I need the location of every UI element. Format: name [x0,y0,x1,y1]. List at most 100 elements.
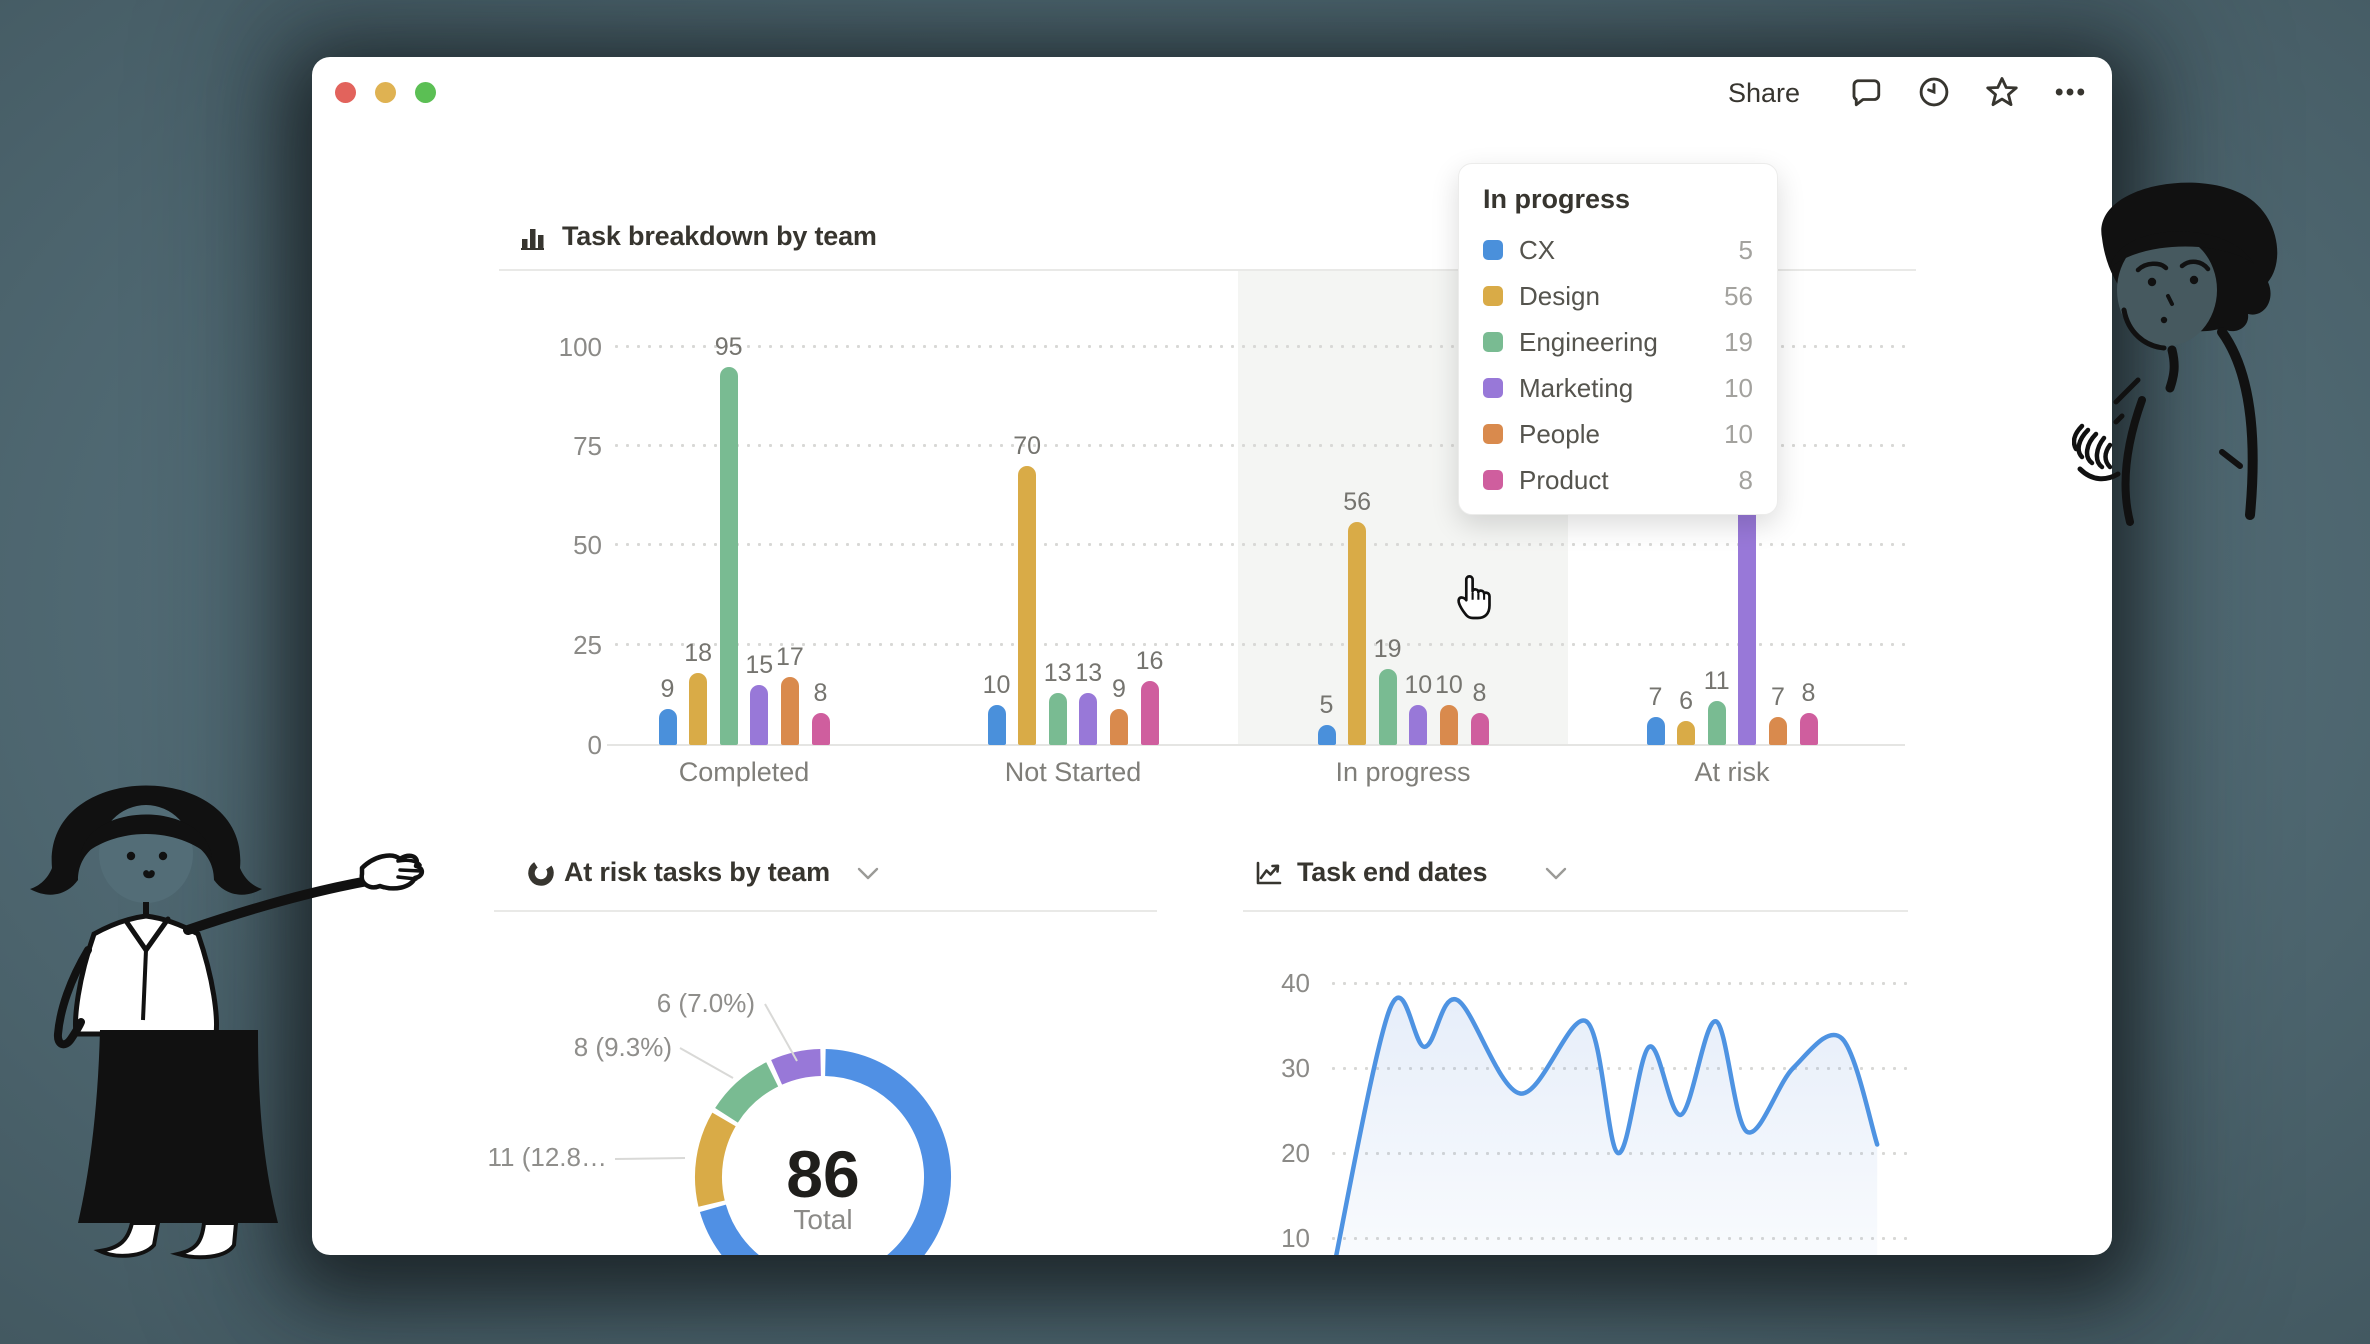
donut-total-value: 86 [786,1137,859,1211]
line-chart-icon [1253,858,1283,888]
bar-value-label: 9 [660,675,675,704]
y-tick-label: 40 [1281,968,1310,998]
line-series [1334,995,1880,1255]
more-options-icon[interactable] [2052,74,2088,110]
bar-at-risk-cx[interactable] [1646,717,1665,745]
bar-value-label: 13 [1074,659,1103,688]
gridline [615,345,1905,348]
tooltip-team-label: Engineering [1519,326,1658,357]
bar-in-progress-product[interactable] [1470,713,1489,745]
bar-not-started-people[interactable] [1109,709,1128,745]
bar-in-progress-design[interactable] [1348,522,1367,745]
bar-value-label: 17 [775,643,804,672]
close-window-button[interactable] [335,82,356,103]
bar-value-label: 10 [1434,671,1463,700]
bar-value-label: 16 [1135,647,1164,676]
line-chart-title: Task end dates [1297,857,1488,887]
donut-slice-2[interactable] [715,1062,779,1123]
bar-at-risk-people[interactable] [1768,717,1787,745]
divider [499,269,1916,271]
chevron-down-icon[interactable] [1545,867,1567,881]
tooltip-value: 8 [1738,464,1753,495]
pointer-cursor [1450,569,1496,626]
donut-slice-3[interactable] [771,1049,822,1085]
divider [1243,910,1908,912]
bar-not-started-design[interactable] [1018,466,1037,745]
legend-swatch [1483,424,1503,444]
tooltip-value: 10 [1724,372,1753,403]
donut-chart-title: At risk tasks by team [564,857,830,887]
comment-icon[interactable] [1848,74,1884,110]
bar-not-started-engineering[interactable] [1048,693,1067,745]
tooltip-value: 10 [1724,418,1753,449]
bar-in-progress-marketing[interactable] [1409,705,1428,745]
tooltip-title: In progress [1483,184,1631,214]
bar-chart-icon [518,223,548,253]
bar-in-progress-people[interactable] [1439,705,1458,745]
tooltip-team-label: Design [1519,280,1600,311]
tooltip-row-design: Design 56 [1483,273,1753,319]
bar-completed-design[interactable] [689,673,708,745]
y-tick-label: 10 [1281,1223,1310,1253]
bar-in-progress-cx[interactable] [1317,725,1336,745]
bar-at-risk-engineering[interactable] [1707,701,1726,745]
x-category-label-at-risk: At risk [1694,757,1770,787]
donut-leader-line [614,1157,686,1160]
minimize-window-button[interactable] [375,82,396,103]
bar-value-label: 8 [1472,679,1487,708]
legend-swatch [1483,240,1503,260]
tooltip-row-marketing: Marketing 10 [1483,365,1753,411]
chevron-down-icon[interactable] [857,867,879,881]
tooltip-value: 56 [1724,280,1753,311]
bar-completed-product[interactable] [811,713,830,745]
share-button[interactable]: Share [1728,78,1801,108]
favorite-star-icon[interactable] [1984,74,2020,110]
donut-slice-label: 6 (7.0%) [657,988,755,1018]
bar-completed-cx[interactable] [658,709,677,745]
bar-completed-people[interactable] [780,677,799,745]
bar-value-label: 10 [1404,671,1433,700]
y-tick-label: 0 [587,730,602,760]
donut-leader-line [679,1047,734,1079]
bar-at-risk-marketing[interactable] [1738,506,1757,745]
bar-value-label: 19 [1373,635,1402,664]
bar-value-label: 70 [1013,432,1041,461]
y-tick-label: 75 [573,431,602,461]
bar-value-label: 15 [745,651,774,680]
bar-not-started-marketing[interactable] [1079,693,1098,745]
updates-clock-icon[interactable] [1916,74,1952,110]
bar-value-label: 8 [813,679,828,708]
donut-slice-0[interactable] [699,1049,952,1256]
zoom-window-button[interactable] [415,82,436,103]
area-line-chart [1331,995,1880,1255]
donut-slice-1[interactable] [694,1112,736,1207]
bar-not-started-cx[interactable] [987,705,1006,745]
bar-value-label: 7 [1648,683,1663,712]
bar-not-started-product[interactable] [1140,681,1159,745]
x-category-label-completed: Completed [678,757,810,787]
chart-tooltip: In progress CX 5 Design 56 Engineering 19 Mark… [1458,163,1778,515]
bar-completed-marketing[interactable] [750,685,769,745]
y-tick-label: 25 [573,630,602,660]
bar-value-label: 7 [1770,683,1785,712]
legend-swatch [1483,332,1503,352]
bar-in-progress-engineering[interactable] [1378,669,1397,745]
donut-chart-icon [526,858,556,888]
bar-value-label: 95 [714,332,743,361]
x-axis-baseline [607,744,1905,746]
tooltip-row-cx: CX 5 [1483,227,1753,273]
bar-chart-title: Task breakdown by team [562,221,877,251]
bar-value-label: 11 [1703,667,1730,696]
gridline [615,444,1905,447]
donut-leader-line [764,1003,798,1062]
donut-total-label: Total [793,1204,852,1235]
bar-at-risk-product[interactable] [1799,713,1818,745]
tooltip-team-label: Marketing [1519,372,1634,403]
gridline [615,543,1905,546]
tooltip-team-label: CX [1519,234,1556,265]
gridline [1332,1067,1908,1070]
bar-completed-engineering[interactable] [719,366,738,745]
bar-at-risk-design[interactable] [1677,721,1696,745]
y-tick-label: 20 [1281,1138,1310,1168]
